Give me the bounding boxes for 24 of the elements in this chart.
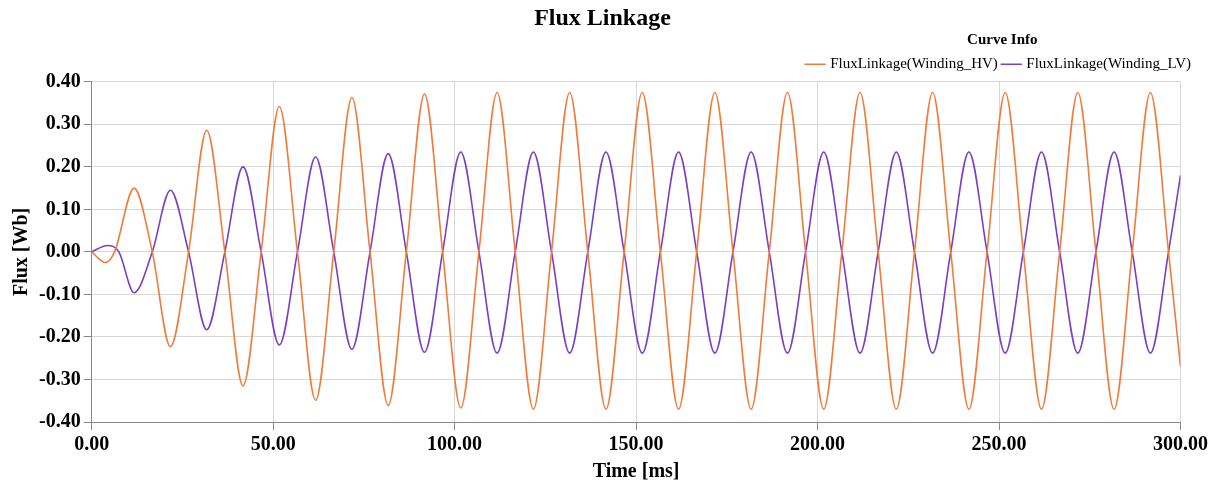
legend-label: FluxLinkage(Winding_HV) xyxy=(830,55,998,73)
legend-label: FluxLinkage(Winding_LV) xyxy=(1026,55,1191,73)
chart-title: Flux Linkage xyxy=(534,3,672,30)
y-tick-label: -0.30 xyxy=(38,366,81,389)
x-tick-label: 250.00 xyxy=(971,432,1027,455)
x-tick-label: 200.00 xyxy=(790,432,846,455)
x-tick-label: 100.00 xyxy=(427,432,483,455)
line-series xyxy=(91,91,1181,411)
y-tick-label: 0.20 xyxy=(45,154,81,177)
x-axis-title: Time [ms] xyxy=(592,459,680,482)
y-tick-label: 0.00 xyxy=(45,239,81,262)
y-tick-label: 0.10 xyxy=(45,196,81,219)
y-tick-label: -0.10 xyxy=(38,281,81,304)
x-tick-label: 50.00 xyxy=(250,432,296,455)
y-tick-label: -0.40 xyxy=(38,409,81,432)
x-tick-label: 150.00 xyxy=(608,432,664,455)
y-tick-label: -0.20 xyxy=(38,324,81,347)
y-tick-label: 0.30 xyxy=(45,111,81,134)
legend-title: Curve Info xyxy=(967,31,1038,48)
x-tick-label: 300.00 xyxy=(1153,432,1208,455)
x-tick-label: 0.00 xyxy=(74,432,110,455)
y-axis-title: Flux [Wb] xyxy=(9,207,32,297)
line-series xyxy=(91,151,1181,354)
y-tick-label: 0.40 xyxy=(45,68,81,91)
